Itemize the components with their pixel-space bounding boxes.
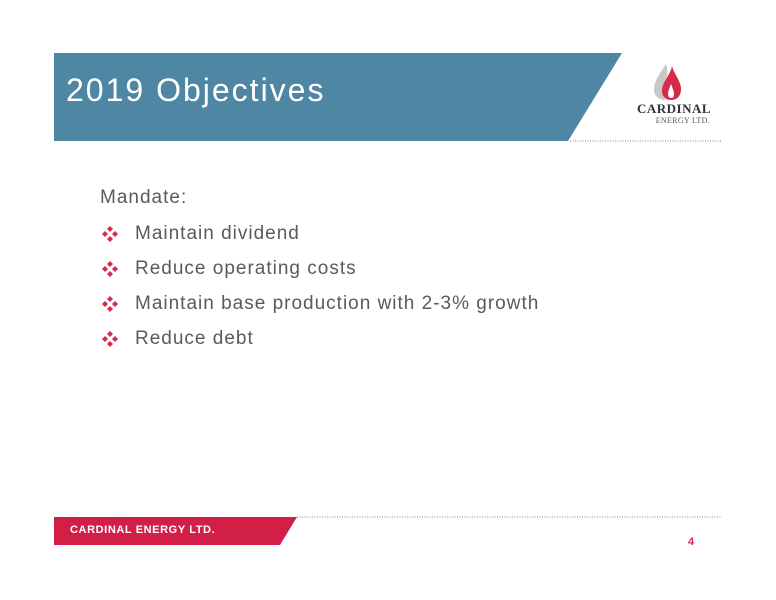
list-item: Reduce debt	[100, 327, 539, 362]
content-area: Mandate: Maintain dividend Reduce	[100, 186, 539, 362]
footer-band-shape	[54, 517, 297, 545]
four-diamond-bullet-icon	[102, 226, 118, 242]
four-diamond-bullet-icon	[102, 296, 118, 312]
mandate-label: Mandate:	[100, 187, 188, 208]
objectives-list: Maintain dividend Reduce operating costs	[100, 222, 539, 362]
logo-subname: ENERGY LTD.	[655, 116, 710, 125]
slide-title: 2019 Objectives	[66, 72, 326, 108]
four-diamond-bullet-icon	[102, 261, 118, 277]
logo-name: CARDINAL	[636, 101, 712, 116]
footer-band	[54, 516, 722, 545]
page-number: 4	[687, 536, 695, 548]
flame-drop-icon	[654, 64, 681, 100]
list-item-text: Reduce operating costs	[135, 258, 357, 279]
footer-company: CARDINAL ENERGY LTD.	[70, 524, 216, 536]
four-diamond-bullet-icon	[102, 331, 118, 347]
title-band	[54, 53, 722, 142]
list-item: Maintain base production with 2-3% growt…	[100, 292, 539, 327]
list-item-text: Maintain dividend	[135, 223, 300, 244]
title-band-shape	[54, 53, 622, 141]
list-item: Reduce operating costs	[100, 257, 539, 292]
list-item-text: Reduce debt	[135, 328, 254, 349]
list-item-text: Maintain base production with 2-3% growt…	[135, 293, 540, 314]
list-item: Maintain dividend	[100, 222, 539, 257]
